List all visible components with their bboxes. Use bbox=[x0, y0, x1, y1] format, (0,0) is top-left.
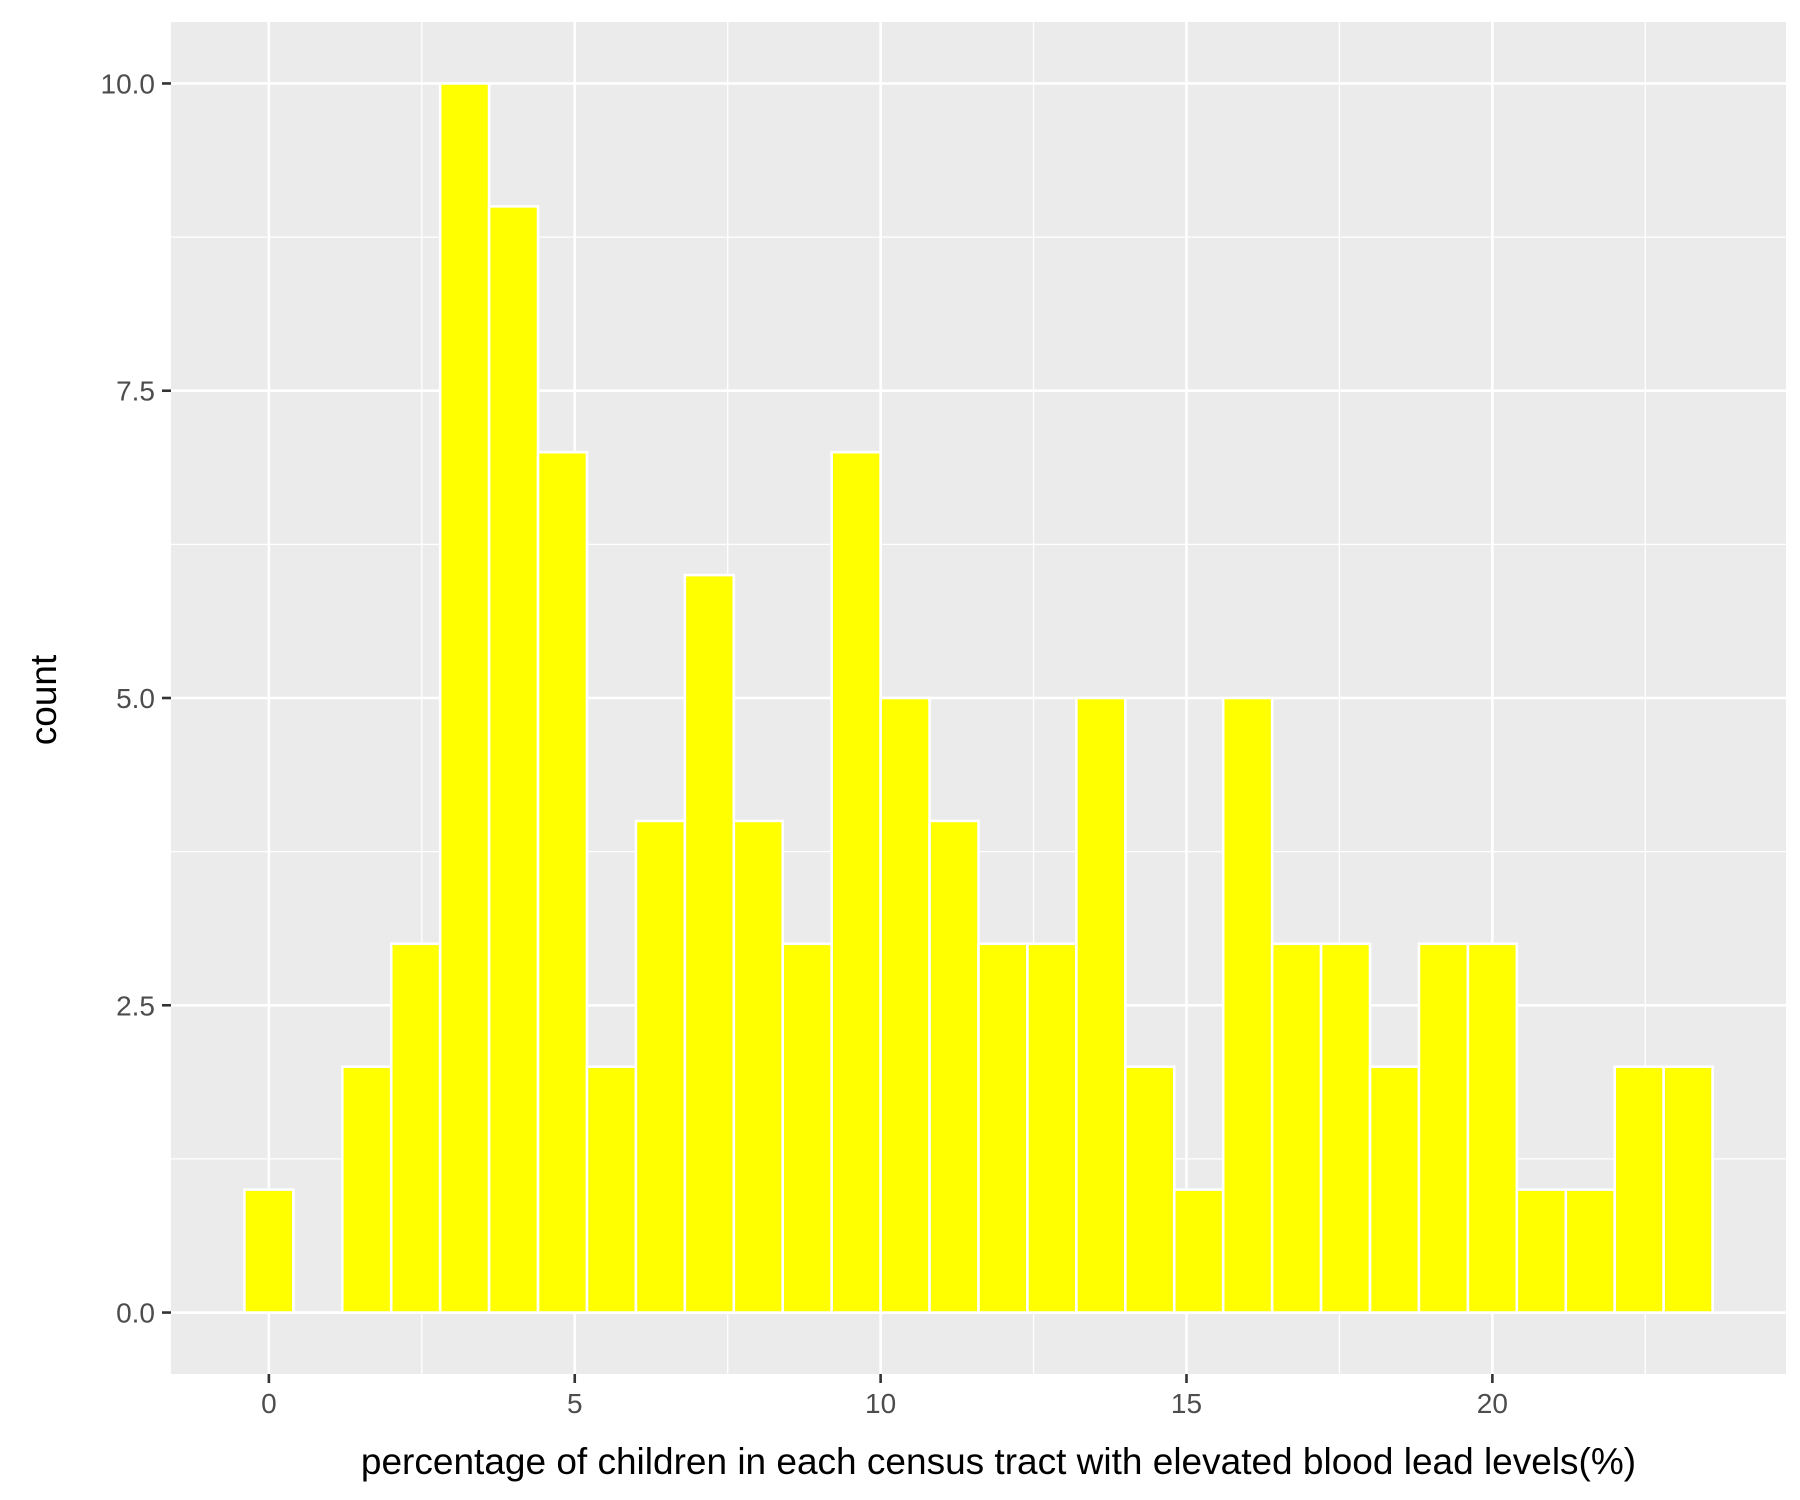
histogram-bar bbox=[683, 573, 736, 1314]
histogram-bar bbox=[1417, 942, 1470, 1314]
histogram-bar bbox=[389, 942, 442, 1314]
y-axis-title: count bbox=[23, 654, 64, 745]
histogram-bar bbox=[781, 942, 833, 1314]
x-tick-label: 5 bbox=[567, 1388, 583, 1419]
histogram-bar bbox=[585, 1065, 638, 1314]
histogram-bar bbox=[1613, 1065, 1665, 1314]
histogram-bars bbox=[243, 82, 1714, 1314]
histogram-bar bbox=[487, 205, 540, 1314]
histogram-bar bbox=[1466, 942, 1519, 1314]
x-axis-title: percentage of children in each census tr… bbox=[361, 1441, 1636, 1482]
y-tick-label: 10.0 bbox=[101, 68, 156, 99]
histogram-bar bbox=[536, 450, 589, 1314]
histogram-bar bbox=[243, 1188, 295, 1314]
histogram-bar bbox=[1172, 1188, 1225, 1314]
histogram-bar bbox=[928, 819, 980, 1314]
x-tick-label: 0 bbox=[261, 1388, 277, 1419]
y-axis: 0.0 2.5 5.0 7.5 10.0 bbox=[101, 68, 171, 1329]
histogram-bar bbox=[1124, 1065, 1176, 1314]
histogram-bar bbox=[634, 819, 687, 1314]
histogram-bar bbox=[1026, 942, 1078, 1314]
x-tick-label: 15 bbox=[1171, 1388, 1202, 1419]
y-tick-label: 2.5 bbox=[116, 990, 155, 1021]
histogram-bar bbox=[1075, 696, 1127, 1314]
histogram-bar bbox=[1564, 1188, 1617, 1314]
histogram-bar bbox=[1515, 1188, 1568, 1314]
histogram-bar bbox=[340, 1065, 393, 1314]
x-tick-label: 10 bbox=[865, 1388, 896, 1419]
histogram-bar bbox=[977, 942, 1029, 1314]
histogram-bar bbox=[830, 450, 882, 1314]
x-tick-label: 20 bbox=[1477, 1388, 1508, 1419]
histogram-bar bbox=[1221, 696, 1274, 1314]
histogram-bar bbox=[1662, 1065, 1714, 1314]
histogram-bar bbox=[1319, 942, 1372, 1314]
y-tick-label: 5.0 bbox=[116, 683, 155, 714]
histogram-bar bbox=[732, 819, 785, 1314]
histogram-bar bbox=[1368, 1065, 1421, 1314]
x-axis: 0 5 10 15 20 bbox=[261, 1374, 1508, 1419]
histogram-bar bbox=[438, 82, 491, 1314]
histogram-bar bbox=[1270, 942, 1323, 1314]
y-tick-label: 0.0 bbox=[116, 1298, 155, 1329]
y-tick-label: 7.5 bbox=[116, 376, 155, 407]
histogram-bar bbox=[879, 696, 931, 1314]
